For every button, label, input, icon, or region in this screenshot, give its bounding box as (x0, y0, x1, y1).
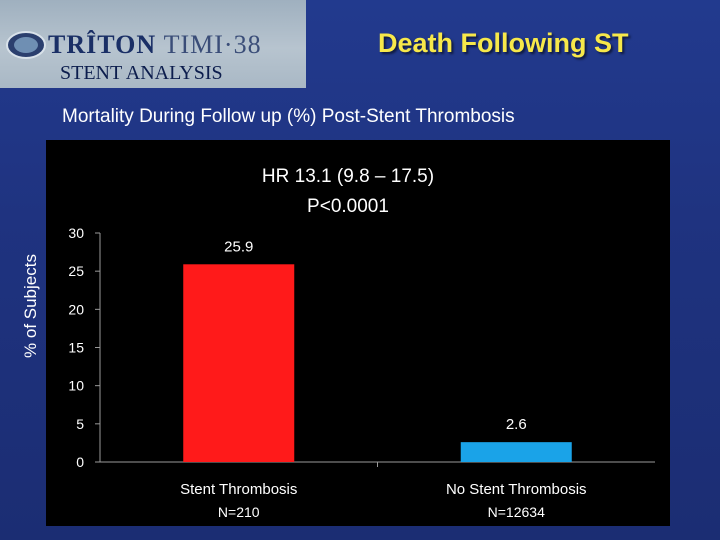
y-tick-label: 10 (68, 378, 84, 394)
category-label-1: No Stent Thrombosis (446, 481, 587, 498)
y-tick-label: 20 (68, 301, 84, 317)
slide-title: Death Following ST (378, 28, 629, 58)
y-tick-label: 0 (76, 454, 84, 470)
y-tick-label: 5 (76, 416, 84, 432)
triton-timi-logo: TRÎTON TIMI·38 STENT ANALYSIS (0, 0, 306, 88)
n-label-1: N=12634 (488, 504, 545, 520)
y-tick-label: 25 (68, 263, 84, 279)
category-label-0: Stent Thrombosis (180, 481, 297, 498)
logo-timi: TIMI·38 (163, 30, 262, 59)
n-label-0: N=210 (218, 504, 260, 520)
logo-triton: TRÎTON (48, 30, 157, 59)
globe-icon (6, 31, 46, 59)
logo-subtitle: STENT ANALYSIS (60, 62, 223, 84)
y-tick-label: 30 (68, 225, 84, 241)
hazard-ratio-annotation: HR 13.1 (9.8 – 17.5) (261, 166, 435, 187)
chart-heading: Mortality During Follow up (%) Post-Sten… (62, 106, 515, 127)
bar-0 (183, 264, 295, 462)
y-tick-label: 15 (68, 340, 84, 356)
logo-wordmark: TRÎTON TIMI·38 (48, 30, 262, 60)
data-label-1: 2.6 (506, 416, 527, 433)
data-label-0: 25.9 (224, 238, 253, 255)
p-value-annotation: P<0.0001 (307, 196, 389, 217)
bar-1 (460, 442, 572, 462)
